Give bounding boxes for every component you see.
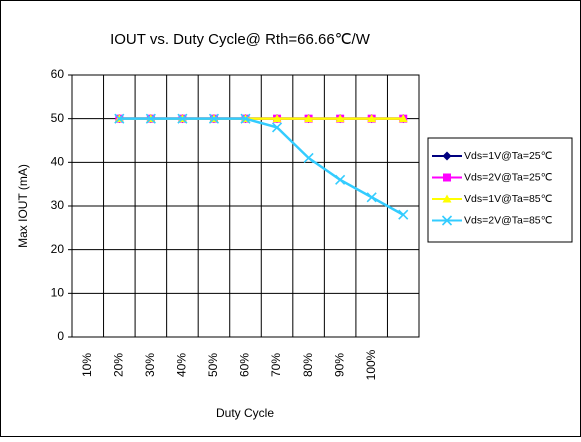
marker [177,113,188,124]
x-tick-label: 80% [301,353,315,377]
marker [366,192,377,203]
marker [335,174,346,185]
marker [208,113,220,124]
y-axis-label: Max IOUT (mA) [16,164,30,248]
x-tick-label: 60% [238,353,252,377]
legend-label: Vds=2V@Ta=85℃ [464,214,553,226]
marker [272,114,282,123]
marker [271,122,283,133]
x-tick-label: 90% [332,353,346,377]
legend-label: Vds=1V@Ta=25℃ [464,150,553,162]
x-tick-label: 20% [111,353,125,377]
y-tick-label: 50 [51,111,65,125]
plot-area [71,74,420,338]
x-tick-label: 70% [269,353,283,377]
legend-label: Vds=1V@Ta=85℃ [464,193,553,205]
marker [303,152,314,164]
x-tick-label: 100% [364,349,378,380]
marker [240,113,251,124]
x-tick-label: 50% [206,353,220,377]
marker [442,151,452,161]
x-tick-label: 40% [175,353,189,377]
chart-title: IOUT vs. Duty Cycle@ Rth=66.66℃/W [110,31,371,48]
y-tick-label: 30 [51,198,65,212]
marker [335,114,345,123]
marker [114,113,125,124]
x-axis-label: Duty Cycle [216,406,274,420]
y-tick-label: 0 [57,329,64,343]
legend-label: Vds=2V@Ta=25℃ [464,171,553,183]
y-tick-label: 10 [51,286,65,300]
marker [442,194,452,203]
marker [145,113,156,124]
marker [398,114,408,123]
marker [304,114,314,123]
x-tick-label: 30% [143,353,157,377]
marker [443,173,451,182]
marker [398,209,409,220]
marker [367,114,377,123]
marker [441,215,453,226]
x-tick-label: 10% [80,353,94,377]
y-tick-label: 60 [51,67,65,81]
y-tick-label: 40 [51,155,65,169]
series-line [119,117,404,216]
y-tick-label: 20 [51,242,65,256]
